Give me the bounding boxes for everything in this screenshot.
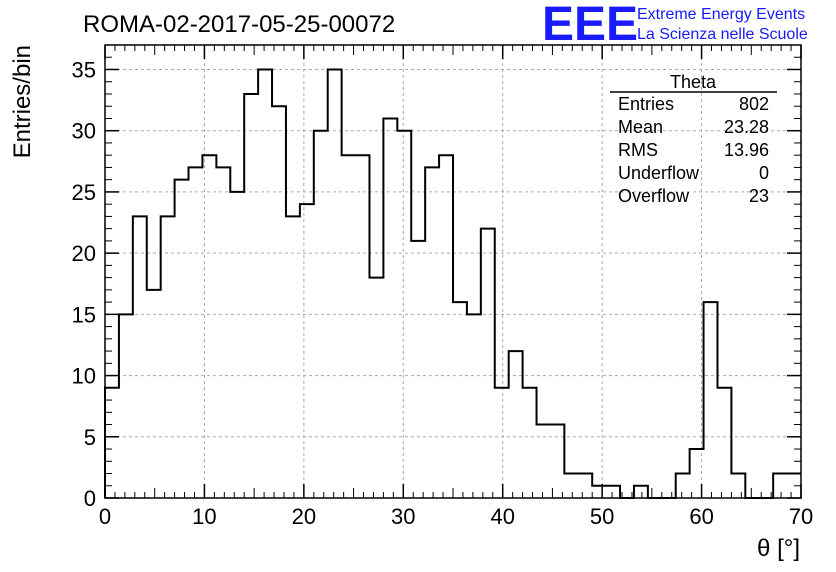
stats-value-entries: 802 [739,94,769,114]
x-tick-label: 20 [292,504,316,529]
y-tick-label: 35 [72,57,96,82]
stats-label-underflow: Underflow [618,163,700,183]
stats-label-rms: RMS [618,140,658,160]
x-tick-label: 70 [789,504,813,529]
logo-line2: La Scienza nelle Scuole [637,26,808,43]
y-tick-label: 15 [72,302,96,327]
y-ticks: 0 5 10 15 20 25 30 35 [72,44,801,511]
y-axis-label: Entries/bin [9,45,36,158]
x-tick-label: 30 [391,504,415,529]
logo-line1: Extreme Energy Events [637,6,805,23]
stats-label-overflow: Overflow [618,186,690,206]
x-tick-label: 0 [99,504,111,529]
y-tick-label: 0 [84,486,96,511]
x-tick-label: 60 [689,504,713,529]
logo-mark: EEE [542,0,638,51]
x-tick-label: 40 [490,504,514,529]
stats-value-underflow: 0 [759,163,769,183]
chart-title: ROMA-02-2017-05-25-00072 [83,11,395,38]
stats-box: Theta Entries 802 Mean 23.28 RMS 13.96 U… [610,72,777,206]
x-axis-label: θ [°] [757,535,800,562]
y-tick-label: 30 [72,119,96,144]
stats-label-entries: Entries [618,94,674,114]
eee-logo: EEE Extreme Energy Events La Scienza nel… [542,0,808,51]
histogram-line [104,68,801,499]
y-tick-label: 5 [84,425,96,450]
stats-value-overflow: 23 [749,186,769,206]
y-tick-label: 25 [72,180,96,205]
stats-value-mean: 23.28 [724,117,769,137]
y-tick-label: 10 [72,364,96,389]
stats-label-mean: Mean [618,117,663,137]
x-tick-label: 50 [590,504,614,529]
x-tick-label: 10 [192,504,216,529]
x-ticks: 0 10 20 30 40 50 60 70 [99,45,813,529]
stats-value-rms: 13.96 [724,140,769,160]
y-tick-label: 20 [72,241,96,266]
stats-name: Theta [670,72,717,92]
